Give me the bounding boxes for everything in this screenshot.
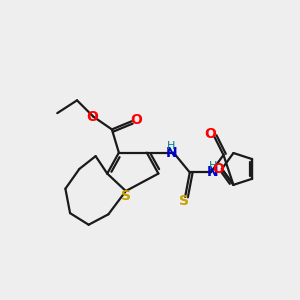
Text: O: O	[212, 162, 224, 176]
Text: O: O	[130, 113, 142, 127]
Text: H: H	[209, 161, 217, 171]
Text: S: S	[121, 189, 131, 203]
Text: N: N	[165, 146, 177, 160]
Text: N: N	[207, 165, 219, 179]
Text: S: S	[179, 194, 189, 208]
Text: O: O	[204, 127, 216, 141]
Text: O: O	[86, 110, 98, 124]
Text: H: H	[167, 141, 176, 151]
